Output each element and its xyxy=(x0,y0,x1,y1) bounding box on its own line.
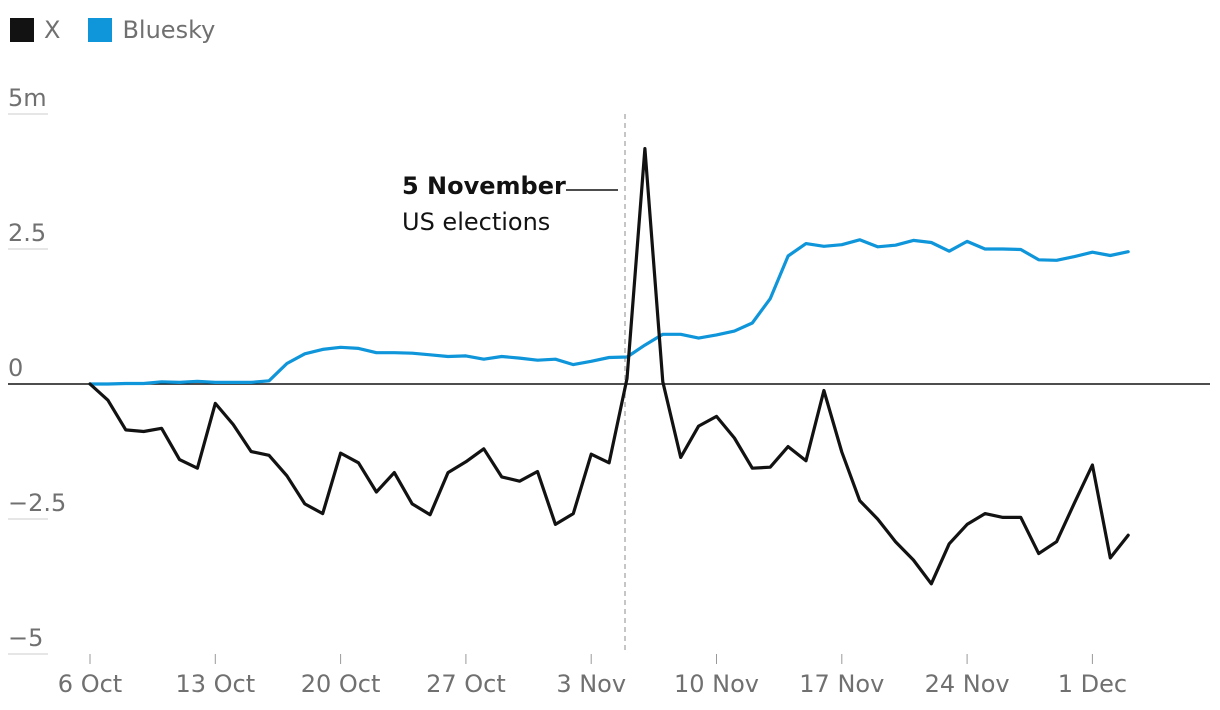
x-tick-label: 20 Oct xyxy=(301,670,381,698)
x-tick-label: 3 Nov xyxy=(556,670,626,698)
election-annotation: 5 November US elections xyxy=(402,114,626,654)
legend-swatch-bluesky xyxy=(88,18,113,42)
legend-label-x: X xyxy=(44,16,61,44)
x-tick-label: 13 Oct xyxy=(175,670,255,698)
y-tick-label: −5 xyxy=(8,624,43,652)
x-tick-label: 24 Nov xyxy=(925,670,1010,698)
gridlines xyxy=(8,113,1210,655)
y-tick-label: −2.5 xyxy=(8,489,66,517)
legend-label-bluesky: Bluesky xyxy=(122,16,216,44)
x-tick-label: 10 Nov xyxy=(674,670,759,698)
y-tick-label: 2.5 xyxy=(8,219,46,247)
x-tick-label: 17 Nov xyxy=(799,670,884,698)
x-tick-label: 1 Dec xyxy=(1058,670,1127,698)
y-tick-label: 5m xyxy=(8,84,47,112)
y-tick-label: 0 xyxy=(8,354,23,382)
x-axis: 6 Oct 13 Oct 20 Oct 27 Oct 3 Nov 10 Nov 17 Nov… xyxy=(58,654,1127,698)
y-tick-labels: 5m 2.5 0 −2.5 −5 xyxy=(8,84,66,652)
annotation-title: 5 November xyxy=(402,172,566,200)
x-tick-label: 27 Oct xyxy=(426,670,506,698)
legend-item-x: X xyxy=(10,16,60,44)
legend-item-bluesky: Bluesky xyxy=(88,16,215,44)
legend-swatch-x xyxy=(10,18,34,42)
series-lines xyxy=(88,147,1130,586)
x-tick-label: 6 Oct xyxy=(58,670,122,698)
series-line-bluesky xyxy=(88,238,1130,386)
series-line-x xyxy=(88,147,1130,586)
annotation-subtitle: US elections xyxy=(402,208,550,236)
legend: X Bluesky xyxy=(10,16,243,44)
